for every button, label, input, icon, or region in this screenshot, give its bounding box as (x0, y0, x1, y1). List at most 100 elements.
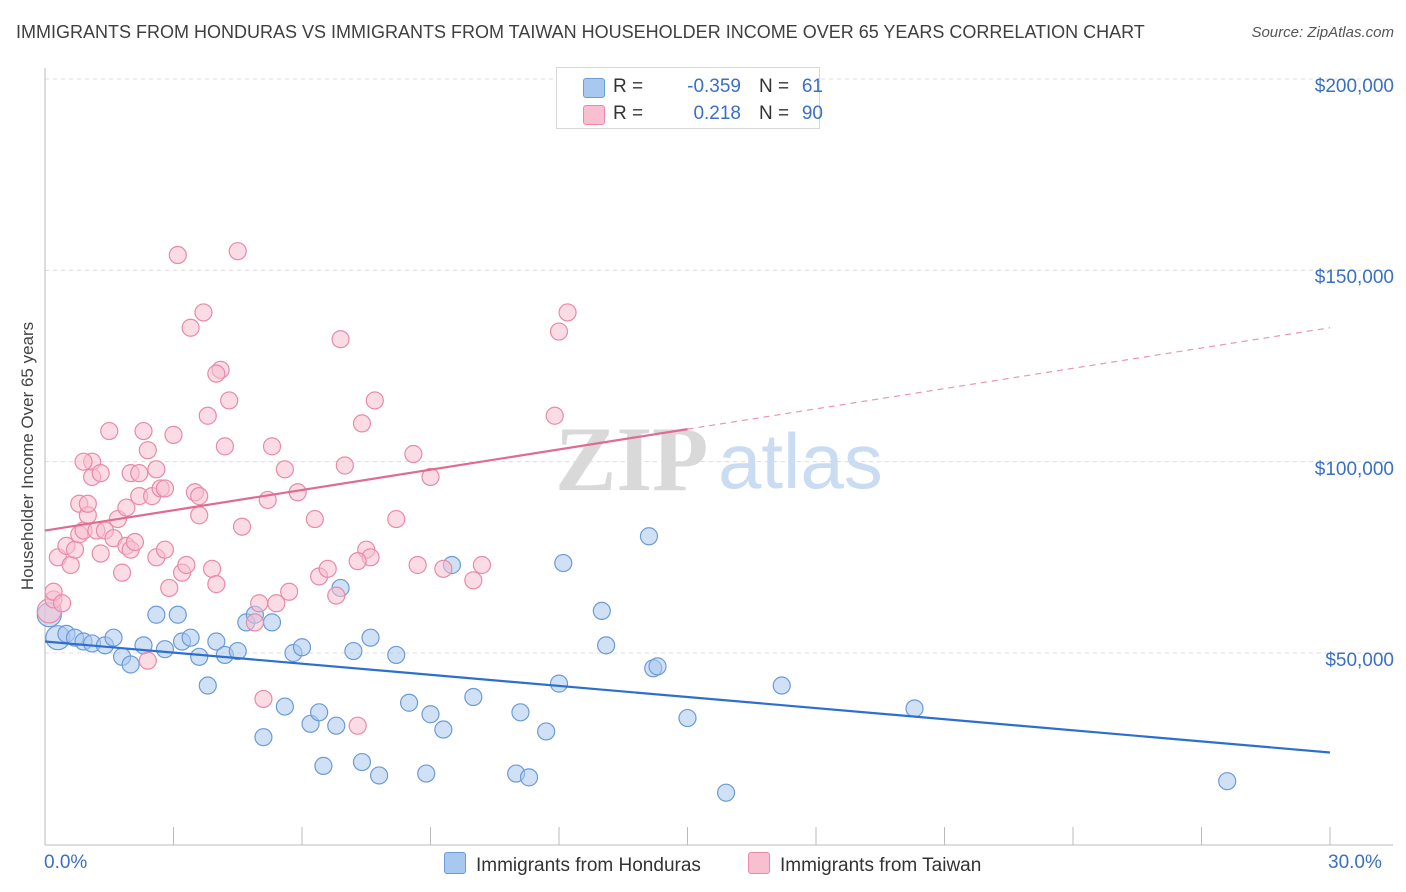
point-honduras (597, 636, 616, 655)
point-honduras (772, 676, 791, 695)
point-taiwan (168, 245, 187, 265)
point-taiwan (254, 689, 273, 709)
point-honduras (537, 722, 556, 741)
point-taiwan (198, 406, 217, 425)
point-taiwan (53, 594, 72, 613)
point-honduras (198, 676, 217, 695)
x-tick-label-min: 0.0% (44, 852, 88, 873)
point-honduras (519, 768, 539, 787)
point-taiwan (348, 552, 367, 571)
point-honduras (417, 764, 436, 783)
point-taiwan (147, 460, 166, 479)
point-honduras (262, 613, 282, 632)
point-taiwan (134, 421, 153, 441)
point-honduras (254, 728, 273, 747)
point-taiwan (549, 322, 569, 341)
point-taiwan (352, 414, 372, 433)
x-tick-label-max: 30.0% (1328, 852, 1382, 873)
point-taiwan (232, 517, 252, 536)
point-taiwan (138, 651, 157, 670)
legend-box: R = -0.359 N = 61 R = 0.218 N = 90 (556, 67, 823, 129)
source-credit: Source: ZipAtlas.com (1251, 24, 1394, 41)
point-honduras (344, 641, 363, 661)
bottom-legend-honduras: Immigrants from Honduras (444, 852, 701, 877)
point-taiwan (117, 498, 136, 517)
y-axis-label: Householder Income Over 65 years (18, 321, 37, 591)
trend-line-taiwan (44, 428, 688, 532)
point-honduras (678, 708, 697, 728)
watermark-atlas: atlas (718, 417, 883, 505)
point-taiwan (245, 613, 264, 632)
watermark-zip: ZIP (555, 408, 708, 510)
y-tick-label: $50,000 (1325, 650, 1394, 671)
legend-n-label: N = (759, 103, 790, 124)
legend-n-label: N = (759, 76, 790, 97)
point-taiwan (250, 594, 269, 613)
point-honduras (387, 645, 406, 665)
point-taiwan (280, 582, 299, 601)
point-taiwan (335, 456, 354, 475)
point-taiwan (177, 555, 196, 575)
point-taiwan (215, 437, 234, 456)
trend-line-honduras (44, 640, 1331, 754)
legend-r-value: 0.218 (693, 103, 741, 124)
point-honduras (554, 553, 573, 573)
point-taiwan (331, 330, 350, 349)
point-taiwan (138, 441, 157, 460)
point-taiwan (207, 575, 226, 594)
point-honduras (549, 674, 569, 693)
point-taiwan (155, 540, 175, 559)
point-honduras (464, 687, 483, 707)
point-taiwan (558, 303, 577, 322)
bottom-legend-label-taiwan: Immigrants from Taiwan (780, 855, 982, 876)
point-honduras (104, 628, 123, 647)
point-taiwan (202, 559, 222, 578)
legend-swatch-taiwan (583, 105, 605, 125)
point-taiwan (408, 555, 427, 575)
point-taiwan (318, 559, 337, 578)
point-honduras (181, 628, 200, 647)
legend-r-label: R = (613, 76, 644, 97)
point-taiwan (100, 421, 119, 441)
point-honduras (421, 705, 440, 724)
point-honduras (716, 783, 736, 802)
point-taiwan (275, 460, 294, 479)
y-tick-label: $150,000 (1314, 267, 1394, 289)
point-taiwan (78, 494, 97, 513)
point-honduras (121, 655, 140, 674)
legend-r-label: R = (613, 103, 644, 124)
point-taiwan (387, 509, 406, 529)
y-tick-label: $100,000 (1314, 458, 1394, 480)
point-taiwan (190, 506, 209, 525)
point-taiwan (327, 586, 346, 605)
point-taiwan (434, 559, 453, 578)
point-honduras (310, 703, 329, 722)
point-honduras (147, 605, 166, 624)
point-honduras (314, 756, 333, 775)
bottom-legend-taiwan: Immigrants from Taiwan (748, 852, 981, 877)
point-taiwan (130, 464, 149, 483)
point-taiwan (160, 578, 179, 598)
point-taiwan (61, 555, 80, 575)
point-taiwan (190, 487, 209, 506)
point-taiwan (194, 303, 213, 322)
bottom-legend-swatch-taiwan (748, 852, 770, 874)
chart-title: IMMIGRANTS FROM HONDURAS VS IMMIGRANTS F… (16, 22, 1145, 42)
point-honduras (399, 693, 419, 712)
point-taiwan (207, 364, 226, 383)
point-taiwan (155, 479, 175, 498)
point-taiwan (404, 444, 423, 464)
point-honduras (275, 697, 294, 716)
point-honduras (327, 716, 346, 735)
point-taiwan (74, 452, 93, 471)
point-taiwan (545, 406, 564, 425)
point-honduras (370, 766, 389, 785)
point-taiwan (348, 716, 367, 735)
point-honduras (190, 647, 209, 666)
point-taiwan (267, 594, 286, 613)
trend-line-extension-taiwan (687, 327, 1331, 430)
point-taiwan (464, 571, 483, 590)
legend-n-value: 61 (801, 76, 823, 97)
point-taiwan (181, 318, 200, 337)
